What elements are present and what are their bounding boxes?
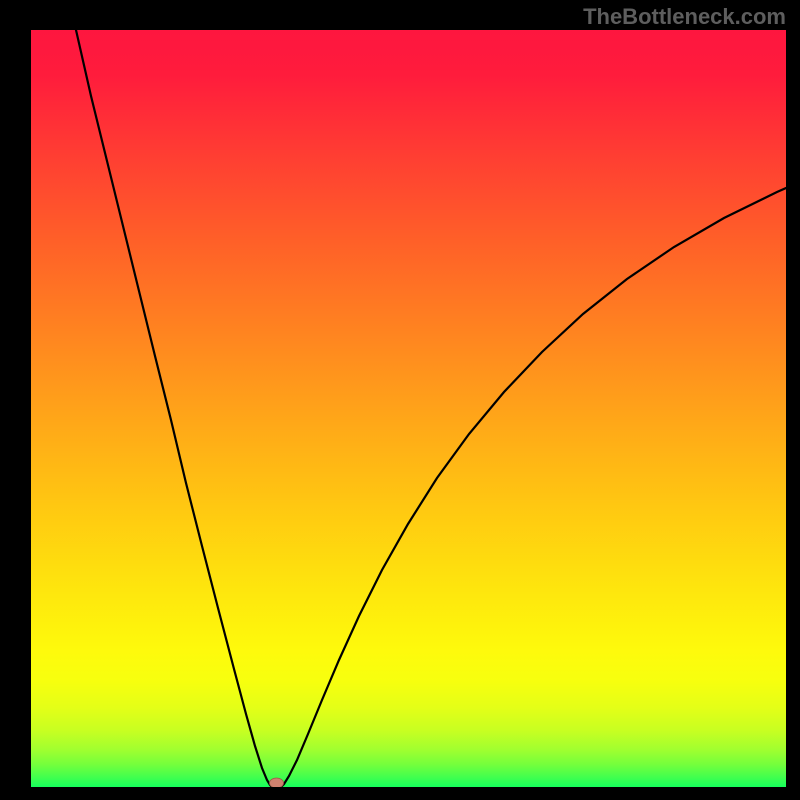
chart-svg [0,0,800,800]
minimum-marker [270,778,284,788]
watermark-text: TheBottleneck.com [583,4,786,30]
plot-background [31,30,786,787]
bottleneck-chart: TheBottleneck.com [0,0,800,800]
